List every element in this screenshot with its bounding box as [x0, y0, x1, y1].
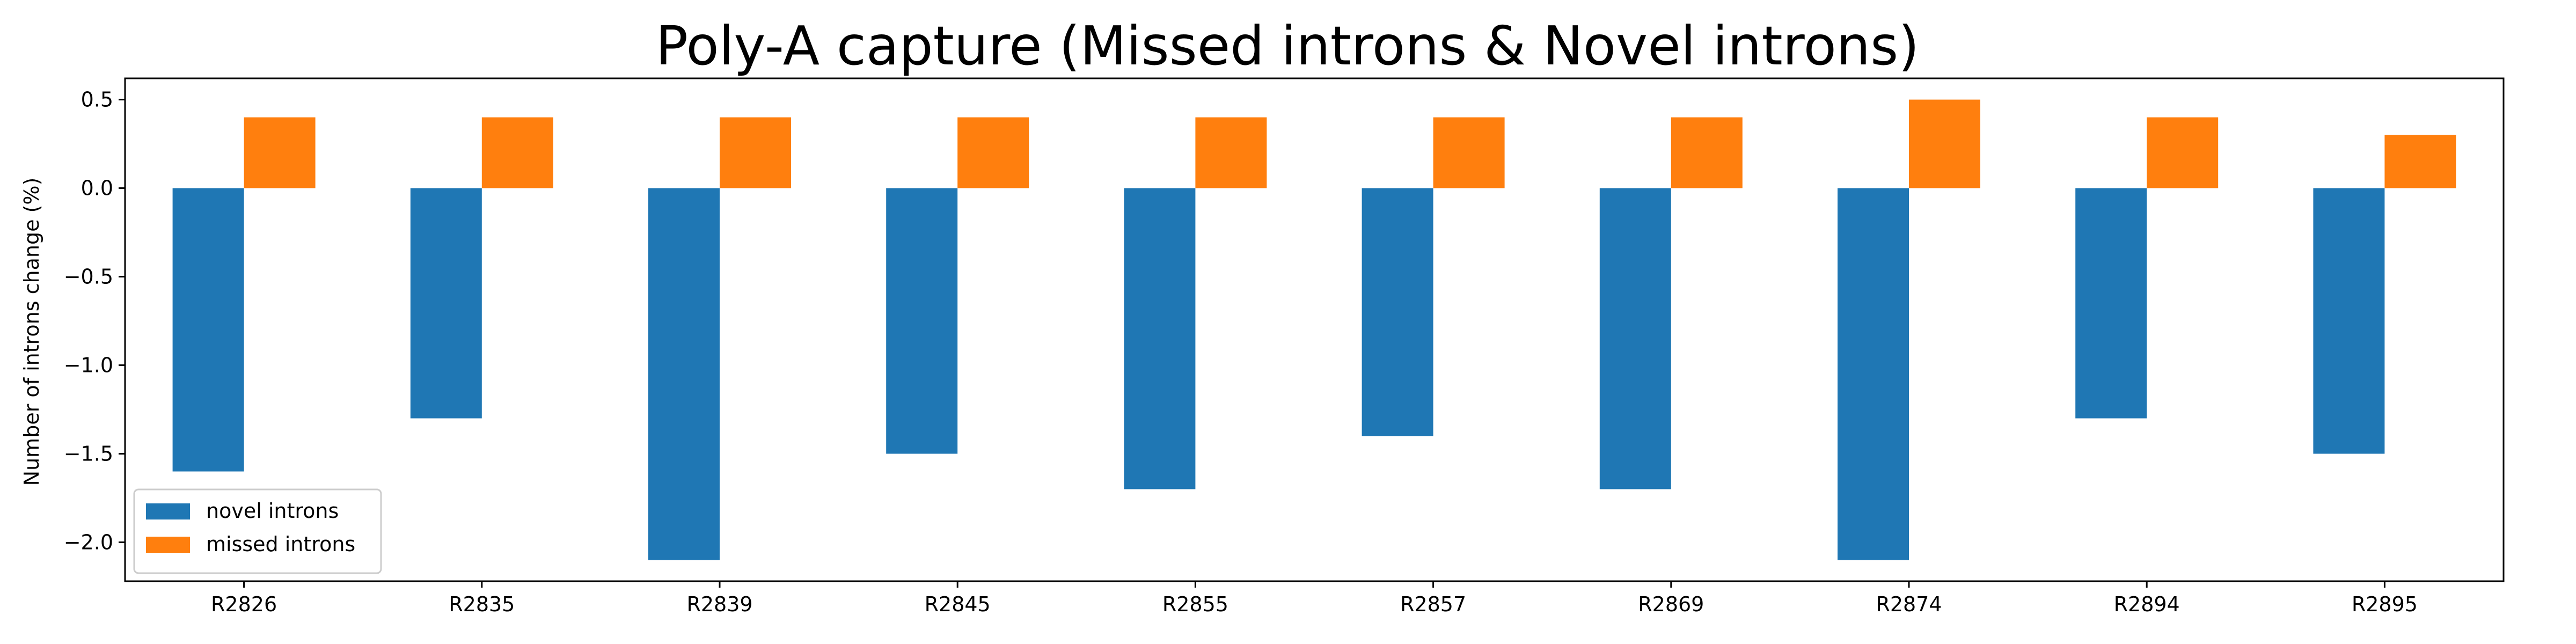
- bar-novel-R2894: [2075, 188, 2147, 419]
- bar-missed-R2835: [481, 117, 553, 188]
- bar-missed-R2895: [2384, 135, 2456, 188]
- x-axis: R2826 R2835 R2839 R2845 R2855 R2857 R2869 R2874…: [211, 581, 2418, 616]
- x-tick-label: R2826: [211, 592, 277, 616]
- y-tick-label: 0.5: [81, 88, 113, 112]
- x-tick-label: R2894: [2114, 592, 2180, 616]
- bar-missed-R2869: [1671, 117, 1743, 188]
- y-axis-label: Number of introns change (%): [20, 178, 43, 486]
- bar-missed-R2894: [2147, 117, 2219, 188]
- legend-swatch-missed: [146, 537, 190, 553]
- bar-novel-R2845: [886, 188, 958, 454]
- x-tick-label: R2857: [1400, 592, 1466, 616]
- x-tick-label: R2874: [1876, 592, 1942, 616]
- chart-title: Poly-A capture (Missed introns & Novel i…: [656, 14, 1920, 77]
- legend-box: [133, 488, 382, 574]
- bar-missed-R2874: [1909, 99, 1980, 188]
- bar-missed-R2857: [1433, 117, 1505, 188]
- y-axis: −2.0 −1.5 −1.0 −0.5 0.0 0.5: [64, 88, 125, 554]
- bar-missed-R2839: [720, 117, 791, 188]
- bar-novel-R2895: [2313, 188, 2385, 454]
- bar-missed-R2855: [1195, 117, 1267, 188]
- x-tick-label: R2895: [2352, 592, 2418, 616]
- y-tick-label: −0.5: [64, 265, 113, 289]
- x-tick-label: R2845: [925, 592, 991, 616]
- bar-novel-R2839: [648, 188, 720, 560]
- x-tick-label: R2839: [686, 592, 752, 616]
- legend-label-missed: missed introns: [206, 532, 355, 556]
- legend-swatch-novel: [146, 503, 190, 519]
- y-tick-label: −1.5: [64, 442, 113, 465]
- bar-novel-R2855: [1124, 188, 1196, 489]
- x-tick-label: R2835: [449, 592, 515, 616]
- bars-group: [172, 99, 2456, 560]
- plot-frame: [124, 77, 2505, 582]
- x-tick-label: R2855: [1162, 592, 1228, 616]
- bar-novel-R2869: [1599, 188, 1671, 489]
- bar-novel-R2835: [410, 188, 482, 419]
- bar-novel-R2857: [1362, 188, 1433, 436]
- legend-label-novel: novel introns: [206, 499, 339, 523]
- legend: novel introns missed introns: [133, 488, 382, 574]
- y-tick-label: 0.0: [81, 177, 113, 200]
- x-tick-label: R2869: [1638, 592, 1704, 616]
- bar-novel-R2874: [1838, 188, 1909, 560]
- bar-missed-R2845: [957, 117, 1029, 188]
- y-tick-label: −1.0: [64, 353, 113, 377]
- bar-missed-R2826: [244, 117, 316, 188]
- bar-novel-R2826: [172, 188, 244, 472]
- y-tick-label: −2.0: [64, 530, 113, 554]
